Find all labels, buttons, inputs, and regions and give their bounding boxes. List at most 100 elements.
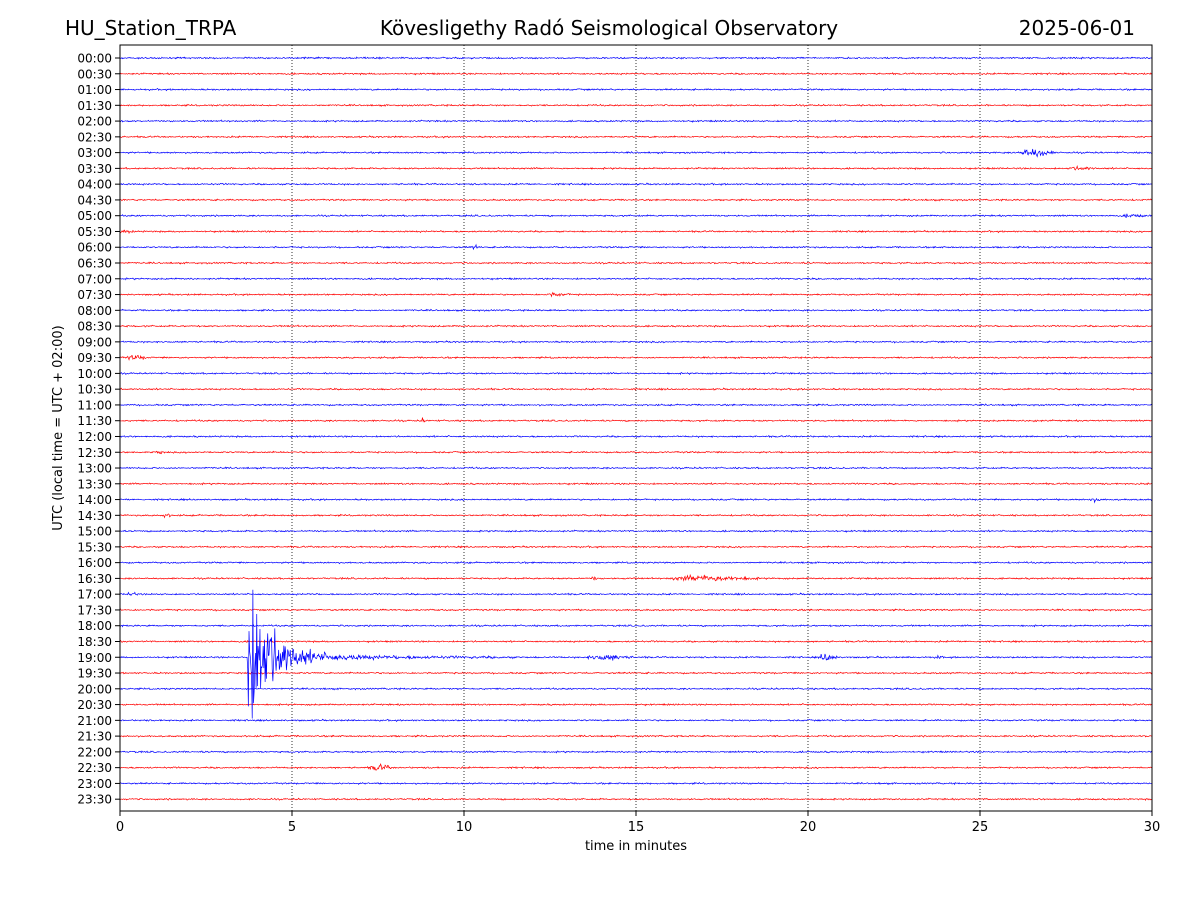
- y-tick-label: 18:30: [77, 635, 112, 649]
- trace-0800: [119, 308, 1153, 313]
- trace-0000: [119, 56, 1153, 60]
- trace-1430: [119, 513, 1153, 519]
- x-tick-label: 15: [628, 820, 645, 835]
- trace-1600: [119, 561, 1153, 565]
- y-tick-label: 20:00: [77, 682, 112, 696]
- y-axis-label: UTC (local time = UTC + 02:00): [51, 325, 66, 530]
- y-tick-label: 13:30: [77, 477, 112, 491]
- y-tick-label: 16:30: [77, 572, 112, 586]
- trace-1400: [119, 497, 1153, 504]
- y-tick-label: 21:00: [77, 714, 112, 728]
- trace-2330: [119, 797, 1153, 802]
- trace-2200: [119, 750, 1153, 754]
- trace-1300: [119, 466, 1153, 470]
- y-tick-label: 20:30: [77, 698, 112, 712]
- trace-1830: [119, 639, 1153, 644]
- trace-0530: [119, 229, 1153, 235]
- trace-1700: [119, 591, 1153, 597]
- y-tick-label: 03:00: [77, 146, 112, 160]
- y-tick-label: 11:30: [77, 414, 112, 428]
- seismic-traces: [119, 56, 1153, 802]
- y-tick-label: 04:00: [77, 178, 112, 192]
- y-tick-label: 19:00: [77, 651, 112, 665]
- trace-1000: [119, 371, 1153, 376]
- trace-1530: [119, 545, 1153, 549]
- y-tick-label: 10:00: [77, 367, 112, 381]
- trace-1200: [119, 434, 1153, 439]
- y-tick-label: 15:00: [77, 525, 112, 539]
- y-tick-label: 02:00: [77, 115, 112, 129]
- y-tick-label: 09:30: [77, 351, 112, 365]
- trace-1900: [119, 589, 1153, 719]
- trace-0930: [119, 354, 1153, 361]
- trace-1130: [119, 417, 1153, 423]
- trace-0600: [119, 243, 1153, 251]
- y-tick-label: 23:00: [77, 777, 112, 791]
- y-tick-label: 05:00: [77, 209, 112, 223]
- x-axis-label: time in minutes: [585, 839, 687, 854]
- y-tick-label: 07:00: [77, 272, 112, 286]
- y-tick-label: 17:30: [77, 603, 112, 617]
- trace-0900: [119, 340, 1153, 344]
- y-tick-label: 01:30: [77, 99, 112, 113]
- x-tick-label: 20: [800, 820, 817, 835]
- trace-0300: [119, 148, 1153, 158]
- trace-0030: [119, 72, 1153, 76]
- trace-0130: [119, 103, 1153, 108]
- x-ticks: 0 5 10 15 20 25 30: [116, 811, 1160, 835]
- y-tick-label: 22:00: [77, 745, 112, 759]
- trace-1730: [119, 608, 1153, 612]
- x-tick-label: 0: [116, 820, 124, 835]
- trace-0400: [119, 182, 1153, 186]
- trace-2130: [119, 734, 1153, 738]
- date-label: 2025-06-01: [1019, 16, 1135, 40]
- y-tick-label: 22:30: [77, 761, 112, 775]
- trace-1330: [119, 482, 1153, 486]
- y-tick-label: 09:00: [77, 335, 112, 349]
- y-tick-label: 05:30: [77, 225, 112, 239]
- y-tick-label: 08:00: [77, 304, 112, 318]
- y-tick-label: 00:30: [77, 67, 112, 81]
- trace-0500: [119, 213, 1153, 219]
- y-tick-label: 12:00: [77, 430, 112, 444]
- trace-2100: [119, 718, 1153, 723]
- trace-1500: [119, 529, 1153, 533]
- station-label: HU_Station_TRPA: [65, 16, 237, 40]
- trace-0230: [119, 135, 1153, 139]
- y-tick-label: 07:30: [77, 288, 112, 302]
- trace-1230: [119, 450, 1153, 455]
- x-tick-label: 10: [456, 820, 473, 835]
- y-tick-label: 01:00: [77, 83, 112, 97]
- trace-1930: [119, 671, 1153, 675]
- y-tick-label: 21:30: [77, 730, 112, 744]
- trace-2030: [119, 702, 1153, 707]
- trace-1800: [119, 624, 1153, 628]
- y-tick-label: 06:30: [77, 257, 112, 271]
- trace-0100: [119, 87, 1153, 92]
- trace-0700: [119, 277, 1153, 281]
- y-tick-label: 15:30: [77, 540, 112, 554]
- y-tick-label: 10:30: [77, 383, 112, 397]
- y-tick-label: 19:30: [77, 667, 112, 681]
- y-tick-label: 16:00: [77, 556, 112, 570]
- trace-0330: [119, 164, 1153, 171]
- trace-0200: [119, 119, 1153, 123]
- trace-0630: [119, 261, 1153, 265]
- trace-0730: [119, 291, 1153, 298]
- y-tick-label: 04:30: [77, 193, 112, 207]
- grid-lines: [291, 45, 981, 811]
- trace-2000: [119, 687, 1153, 691]
- trace-0430: [119, 198, 1153, 202]
- y-tick-label: 11:00: [77, 398, 112, 412]
- x-tick-label: 25: [972, 820, 989, 835]
- plot-frame: [119, 44, 1153, 812]
- trace-1100: [119, 403, 1153, 407]
- y-tick-label: 00:00: [77, 52, 112, 66]
- trace-1630: [119, 573, 1153, 582]
- y-tick-label: 08:30: [77, 320, 112, 334]
- y-tick-label: 02:30: [77, 130, 112, 144]
- trace-2300: [119, 781, 1153, 786]
